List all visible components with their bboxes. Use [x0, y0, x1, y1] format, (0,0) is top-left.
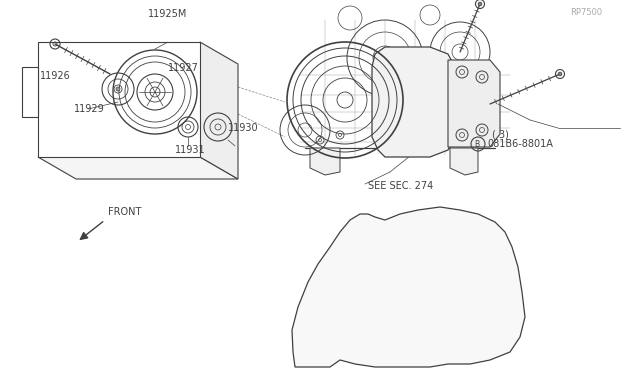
- Text: B: B: [474, 140, 479, 148]
- Text: 081B6-8801A: 081B6-8801A: [487, 139, 553, 149]
- Polygon shape: [38, 157, 238, 179]
- Text: 11929: 11929: [74, 104, 105, 114]
- Text: RP7500: RP7500: [570, 7, 602, 16]
- Polygon shape: [292, 207, 525, 367]
- Polygon shape: [448, 60, 500, 147]
- Polygon shape: [22, 67, 38, 117]
- Polygon shape: [372, 47, 455, 157]
- Text: 11930: 11930: [228, 123, 259, 133]
- Polygon shape: [38, 42, 200, 157]
- Polygon shape: [310, 148, 340, 175]
- Polygon shape: [450, 148, 478, 175]
- Text: FRONT: FRONT: [108, 207, 141, 217]
- Polygon shape: [200, 42, 238, 179]
- Text: 11925M: 11925M: [148, 9, 188, 19]
- Circle shape: [558, 72, 562, 76]
- Text: 11926: 11926: [40, 71, 71, 81]
- Text: SEE SEC. 274: SEE SEC. 274: [368, 181, 433, 191]
- Circle shape: [116, 87, 120, 91]
- Text: 11931: 11931: [175, 145, 205, 155]
- Text: ( 3): ( 3): [492, 129, 509, 139]
- Text: 11927: 11927: [168, 63, 199, 73]
- Circle shape: [478, 2, 482, 6]
